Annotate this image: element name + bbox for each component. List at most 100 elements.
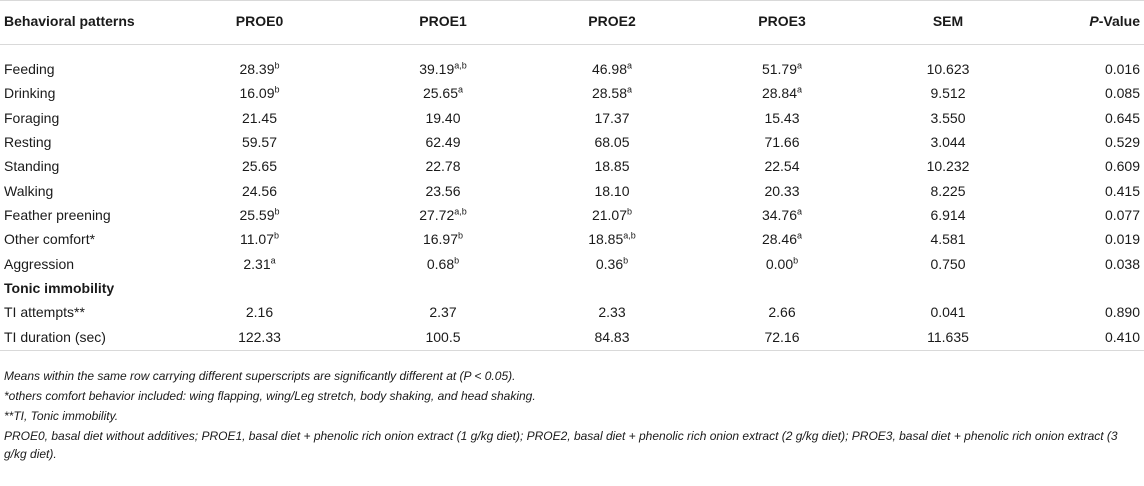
cell-value: 21.07 — [591, 206, 628, 223]
footnotes: Means within the same row carrying diffe… — [4, 368, 1140, 466]
superscript: b — [623, 254, 629, 265]
cell-value: 0.00 — [765, 255, 794, 272]
superscript: a — [627, 84, 633, 95]
value-cell: 28.84a — [697, 81, 867, 105]
cell-value: 16.97 — [422, 231, 459, 248]
row-label: Foraging — [4, 109, 60, 126]
cell-value: 24.56 — [241, 182, 278, 199]
sem-cell: 3.044 — [930, 134, 966, 151]
header-proe1: PROE1 — [359, 0, 527, 45]
superscript: a — [627, 60, 633, 71]
value-cell: 2.33 — [527, 300, 697, 324]
row-label: TI attempts** — [4, 304, 85, 321]
value-cell: 2.31a — [160, 251, 359, 275]
cell-value: 28.46 — [761, 231, 798, 248]
value-cell: 25.65 — [160, 154, 359, 178]
value-cell: 2.66 — [697, 300, 867, 324]
sem-cell: 8.225 — [930, 182, 966, 199]
value-cell: 21.45 — [160, 106, 359, 130]
row-label: Aggression — [4, 255, 75, 272]
superscript: a — [797, 230, 803, 241]
sem-cell: 3.550 — [930, 109, 966, 126]
superscript: a — [458, 84, 464, 95]
cell-value: 25.65 — [422, 85, 459, 102]
superscript: a — [797, 84, 803, 95]
sem-cell: 6.914 — [930, 206, 966, 223]
value-cell: 28.58a — [527, 81, 697, 105]
value-cell: 16.09b — [160, 81, 359, 105]
superscript: b — [793, 254, 799, 265]
header-behavioral-patterns: Behavioral patterns — [0, 0, 160, 45]
row-label: Drinking — [4, 85, 56, 102]
row-label: Other comfort* — [4, 231, 96, 248]
value-cell: 0.68b — [359, 251, 527, 275]
table-row: Standing 25.65 22.78 18.85 22.54 10.232 0.609 — [0, 154, 1144, 178]
value-cell: 18.10 — [527, 178, 697, 202]
superscript: a — [797, 206, 803, 217]
cell-value: 2.33 — [598, 304, 626, 321]
table-row: Walking 24.56 23.56 18.10 20.33 8.225 0.415 — [0, 178, 1144, 202]
value-cell: 23.56 — [359, 178, 527, 202]
cell-value: 100.5 — [425, 329, 461, 346]
value-cell: 16.97b — [359, 227, 527, 251]
table-row: Foraging 21.45 19.40 17.37 15.43 3.550 0.645 — [0, 106, 1144, 130]
p-value-cell: 0.019 — [1104, 231, 1140, 248]
cell-value: 18.85 — [588, 231, 624, 248]
superscript: b — [274, 60, 280, 71]
value-cell: 18.85a,b — [527, 227, 697, 251]
footnote-significance: Means within the same row carrying diffe… — [4, 369, 516, 383]
value-cell: 25.59b — [160, 203, 359, 227]
value-cell: 2.16 — [160, 300, 359, 324]
sem-cell: 10.232 — [926, 158, 970, 175]
row-label: Feeding — [4, 61, 55, 78]
cell-value: 18.85 — [594, 158, 630, 175]
header-p-value: P-Value — [1029, 0, 1144, 45]
sem-cell: 10.623 — [926, 61, 970, 78]
p-suffix: -Value — [1098, 13, 1140, 29]
cell-value: 2.31 — [243, 255, 271, 272]
cell-value: 16.09 — [239, 85, 275, 102]
cell-value: 72.16 — [764, 329, 800, 346]
cell-value: 59.57 — [241, 134, 278, 151]
p-value-cell: 0.038 — [1104, 255, 1140, 272]
value-cell: 22.78 — [359, 154, 527, 178]
table-row: TI duration (sec) 122.33 100.5 84.83 72.16 11… — [0, 324, 1144, 352]
sem-cell: 0.750 — [930, 255, 966, 272]
cell-value: 25.59 — [239, 206, 275, 223]
cell-value: 25.65 — [241, 158, 278, 175]
header-sem: SEM — [867, 0, 1029, 45]
cell-value: 28.84 — [761, 85, 798, 102]
value-cell: 62.49 — [359, 130, 527, 154]
header-proe0: PROE0 — [160, 0, 359, 45]
value-cell: 71.66 — [697, 130, 867, 154]
cell-value: 39.19 — [419, 61, 455, 78]
value-cell: 0.00b — [697, 251, 867, 275]
row-label: TI duration (sec) — [0, 324, 160, 352]
header-proe3: PROE3 — [697, 0, 867, 45]
p-italic: P — [1089, 13, 1099, 29]
cell-value: 71.66 — [764, 134, 800, 151]
row-label: Feather preening — [4, 206, 111, 223]
cell-value: 23.56 — [425, 182, 461, 199]
value-cell: 46.98a — [527, 57, 697, 81]
cell-value: 28.39 — [239, 61, 275, 78]
superscript: b — [274, 84, 280, 95]
table-row: Resting 59.57 62.49 68.05 71.66 3.044 0.529 — [0, 130, 1144, 154]
superscript: a — [797, 60, 803, 71]
cell-value: 62.49 — [425, 134, 461, 151]
p-value-cell: 0.415 — [1104, 182, 1140, 199]
p-value-cell: 0.609 — [1104, 158, 1140, 175]
value-cell: 18.85 — [527, 154, 697, 178]
header-proe2: PROE2 — [527, 0, 697, 45]
value-cell: 11.07b — [160, 227, 359, 251]
cell-value: 2.37 — [429, 304, 457, 321]
row-label: Resting — [4, 134, 52, 151]
cell-value: 17.37 — [594, 109, 630, 126]
cell-value: 0.36 — [595, 255, 624, 272]
row-label: Standing — [4, 158, 60, 175]
cell-value: 28.58 — [591, 85, 628, 102]
value-cell: 72.16 — [697, 324, 867, 352]
value-cell: 28.39b — [160, 57, 359, 81]
table-row: TI attempts** 2.16 2.37 2.33 2.66 0.041 0.890 — [0, 300, 1144, 324]
cell-value: 27.72 — [419, 206, 455, 223]
